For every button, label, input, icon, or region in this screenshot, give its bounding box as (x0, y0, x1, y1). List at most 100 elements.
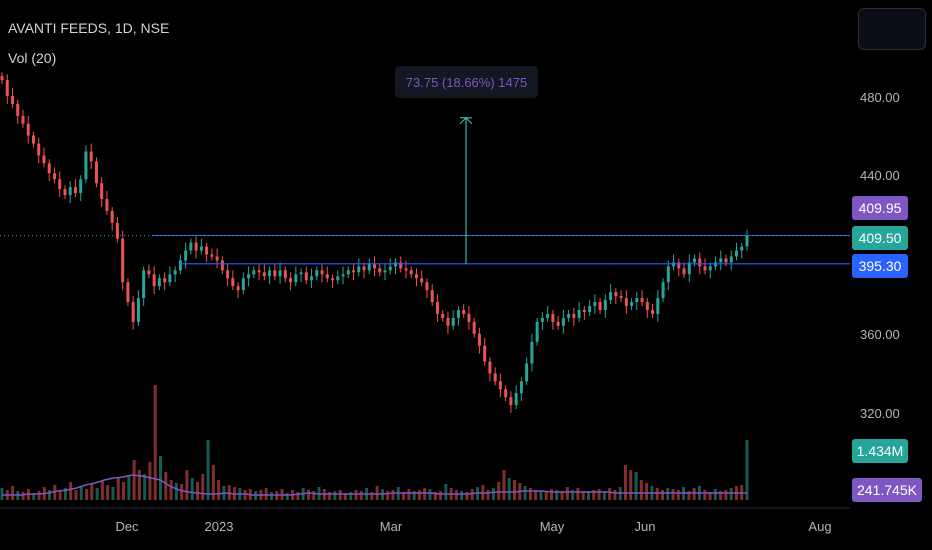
candle-body (609, 292, 613, 301)
x-tick-jun: Jun (634, 519, 656, 534)
candle-body (619, 296, 623, 299)
volume-bar (639, 480, 643, 500)
volume-ma-label: 241.745K (852, 478, 922, 502)
volume-bar (85, 489, 89, 500)
candle-body (441, 313, 445, 318)
candle-body (252, 270, 256, 275)
volume-bar (539, 491, 543, 500)
candle-body (677, 262, 681, 269)
y-tick-320: 320.00 (860, 406, 900, 421)
volume-bar (0, 488, 4, 500)
volume-bar (195, 482, 199, 500)
candle-body (635, 298, 639, 303)
candle-body (561, 317, 565, 326)
volume-bar (370, 492, 374, 500)
volume-bar (497, 482, 501, 500)
volume-bar (116, 478, 120, 500)
x-tick-mar: Mar (379, 519, 403, 534)
candle-body (194, 242, 198, 251)
volume-bar (306, 490, 310, 500)
level-price-label: 395.30 (852, 254, 908, 278)
volume-bar (703, 490, 707, 500)
volume-bar (486, 490, 490, 500)
volume-bar (375, 486, 379, 500)
candle-body (299, 272, 303, 275)
y-tick-360: 360.00 (860, 327, 900, 342)
candle-body (373, 264, 376, 269)
candle-body (52, 173, 56, 180)
volume-bar (428, 489, 432, 500)
volume-bar (571, 490, 575, 500)
candle-body (89, 151, 93, 162)
candle-body (231, 278, 235, 287)
volume-bar (122, 482, 126, 500)
volume-bar (143, 474, 147, 500)
volume-bar (269, 492, 273, 500)
candle-body (682, 268, 686, 275)
candle-body (357, 266, 361, 273)
candle-body (740, 246, 744, 251)
volume-bar (190, 478, 194, 500)
candle-body (37, 143, 41, 156)
candle-body (105, 199, 109, 211)
candle-body (147, 270, 151, 275)
candle-body (63, 189, 67, 196)
volume-bar (148, 462, 152, 500)
volume-indicator-label: Vol (20) (8, 50, 57, 66)
volume-bar (174, 483, 178, 500)
volume-bar (328, 492, 332, 500)
candle-body (483, 345, 487, 362)
candle-body (719, 258, 723, 263)
chart-settings-button[interactable] (858, 8, 926, 50)
volume-bar (676, 490, 680, 500)
candle-body (498, 381, 502, 390)
candle-body (315, 270, 319, 277)
candle-body (530, 341, 534, 364)
candle-body (320, 270, 324, 275)
candle-body (556, 321, 560, 326)
volume-bar (58, 491, 62, 500)
volume-bar (127, 475, 131, 500)
volume-bar (719, 491, 723, 500)
candle-body (435, 302, 439, 314)
volume-bar (296, 492, 300, 500)
volume-bar (550, 489, 554, 500)
candle-body (331, 278, 335, 281)
volume-bar (671, 489, 675, 500)
candle-body (567, 313, 571, 318)
candle-body (205, 246, 209, 255)
candle-body (236, 286, 240, 291)
volume-bar (169, 480, 173, 500)
candle-body (100, 183, 104, 200)
candle-body (346, 270, 350, 275)
volume-bar (660, 490, 664, 500)
candle-body (268, 270, 272, 277)
volume-bar (407, 489, 411, 500)
volume-bar (211, 465, 215, 500)
volume-bar (597, 489, 601, 500)
volume-bar (359, 491, 363, 500)
volume-bar (48, 490, 52, 500)
candle-body (273, 270, 277, 277)
volume-bar (391, 490, 395, 500)
candle-body (388, 266, 392, 271)
candle-body (26, 123, 30, 136)
volume-bar (32, 493, 36, 500)
volume-bar (100, 480, 104, 500)
candle-body (540, 317, 544, 322)
volume-bar (354, 490, 358, 500)
volume-bar (608, 488, 612, 500)
x-tick-dec: Dec (115, 519, 139, 534)
volume-bar (581, 491, 585, 500)
volume-bar (565, 487, 569, 500)
volume-bar (137, 470, 141, 500)
candle-body (687, 262, 691, 275)
volume-bar (502, 470, 506, 500)
candle-body (425, 282, 429, 291)
volume-bar (159, 456, 163, 500)
candle-body (525, 363, 529, 382)
volume-bar (217, 480, 221, 500)
candle-body (210, 254, 214, 257)
candle-body (409, 270, 413, 275)
